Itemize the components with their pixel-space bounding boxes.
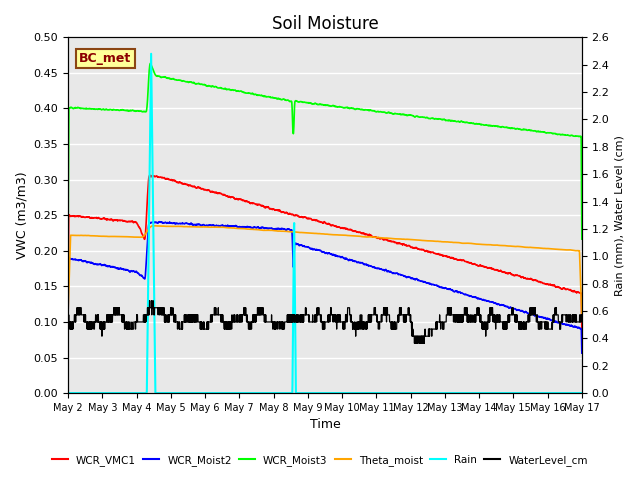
- WCR_Moist2: [568, 323, 576, 329]
- WaterLevel_cm: [154, 305, 161, 311]
- Theta_moist: [152, 223, 159, 228]
- Rain: [513, 390, 520, 396]
- Line: WCR_Moist2: WCR_Moist2: [68, 222, 582, 353]
- WCR_Moist2: [156, 219, 163, 225]
- Rain: [284, 390, 291, 396]
- WaterLevel_cm: [568, 319, 576, 325]
- Theta_moist: [284, 228, 291, 234]
- WCR_Moist3: [513, 126, 520, 132]
- Y-axis label: VWC (m3/m3): VWC (m3/m3): [15, 171, 28, 259]
- WaterLevel_cm: [284, 319, 291, 325]
- Rain: [147, 51, 155, 57]
- WCR_Moist3: [261, 94, 269, 99]
- WaterLevel_cm: [411, 340, 419, 346]
- WCR_Moist2: [513, 307, 520, 313]
- Theta_moist: [578, 314, 586, 320]
- WaterLevel_cm: [513, 319, 520, 325]
- Theta_moist: [568, 247, 576, 253]
- WaterLevel_cm: [123, 326, 131, 332]
- Line: WCR_Moist3: WCR_Moist3: [68, 63, 582, 251]
- WCR_Moist2: [578, 350, 586, 356]
- Rain: [568, 390, 576, 396]
- Y-axis label: Rain (mm), Water Level (cm): Rain (mm), Water Level (cm): [615, 135, 625, 296]
- WCR_Moist3: [284, 97, 291, 103]
- WCR_VMC1: [513, 272, 520, 278]
- Line: Rain: Rain: [68, 54, 582, 393]
- WCR_VMC1: [154, 174, 161, 180]
- WCR_Moist2: [284, 226, 291, 232]
- WCR_Moist2: [64, 323, 72, 329]
- WCR_Moist3: [154, 73, 161, 79]
- WCR_VMC1: [146, 172, 154, 178]
- WCR_Moist3: [578, 236, 586, 242]
- WCR_VMC1: [578, 328, 586, 334]
- X-axis label: Time: Time: [310, 419, 340, 432]
- Line: WaterLevel_cm: WaterLevel_cm: [68, 300, 582, 343]
- Rain: [154, 390, 161, 396]
- WCR_Moist3: [64, 248, 72, 253]
- Text: BC_met: BC_met: [79, 52, 132, 65]
- Rain: [578, 390, 586, 396]
- Theta_moist: [154, 223, 161, 229]
- WCR_VMC1: [568, 288, 576, 294]
- WCR_VMC1: [64, 301, 72, 307]
- WCR_Moist2: [123, 267, 131, 273]
- Rain: [261, 390, 269, 396]
- WaterLevel_cm: [64, 319, 72, 325]
- WaterLevel_cm: [578, 312, 586, 318]
- Legend: WCR_VMC1, WCR_Moist2, WCR_Moist3, Theta_moist, Rain, WaterLevel_cm: WCR_VMC1, WCR_Moist2, WCR_Moist3, Theta_…: [48, 451, 592, 470]
- Theta_moist: [64, 312, 72, 317]
- WCR_Moist3: [568, 132, 576, 138]
- Theta_moist: [123, 234, 131, 240]
- WCR_Moist3: [123, 108, 131, 113]
- Theta_moist: [261, 228, 269, 233]
- Rain: [64, 390, 72, 396]
- Line: Theta_moist: Theta_moist: [68, 226, 582, 317]
- WCR_VMC1: [261, 204, 269, 210]
- WCR_VMC1: [284, 210, 291, 216]
- WCR_Moist2: [153, 220, 161, 226]
- Title: Soil Moisture: Soil Moisture: [271, 15, 378, 33]
- Line: WCR_VMC1: WCR_VMC1: [68, 175, 582, 331]
- Rain: [123, 390, 131, 396]
- WaterLevel_cm: [146, 298, 154, 303]
- WCR_Moist3: [147, 60, 154, 66]
- WCR_Moist2: [261, 225, 269, 231]
- WCR_VMC1: [123, 218, 131, 224]
- WaterLevel_cm: [261, 312, 269, 318]
- Theta_moist: [513, 243, 520, 249]
